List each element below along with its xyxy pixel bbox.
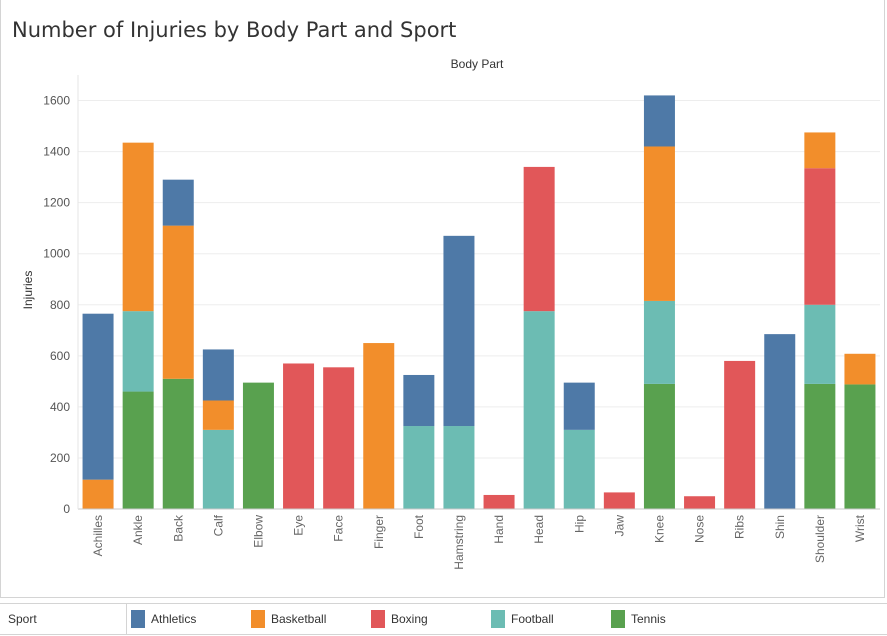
x-tick-label: Jaw: [612, 515, 626, 537]
chart-frame: [0, 0, 885, 598]
legend-label: Basketball: [271, 612, 327, 626]
bar-segment-boxing-eye[interactable]: [283, 363, 315, 509]
y-tick-label: 1400: [43, 145, 70, 159]
bar-segment-basketball-achilles[interactable]: [82, 479, 114, 509]
bar-segment-boxing-nose[interactable]: [684, 496, 716, 509]
x-axis: Achilles Ankle Back Calf Elbow Eye Face Finger F…: [91, 514, 867, 570]
legend: Sport Athletics Basketball Boxing Football T…: [0, 603, 887, 635]
x-tick-label: Wrist: [853, 514, 867, 542]
bar-segment-football-calf[interactable]: [202, 429, 234, 509]
bar-segment-athletics-shin[interactable]: [764, 334, 796, 509]
bar-segment-basketball-wrist[interactable]: [844, 353, 876, 385]
legend-item-football[interactable]: Football: [491, 610, 554, 628]
bar-segment-boxing-shoulder[interactable]: [804, 168, 836, 305]
column-header: Body Part: [451, 57, 504, 71]
y-tick-label: 600: [50, 349, 70, 363]
bar-segment-boxing-ribs[interactable]: [724, 360, 756, 509]
bar-segment-basketball-shoulder[interactable]: [804, 132, 836, 169]
bar-segment-athletics-knee[interactable]: [643, 95, 675, 147]
gridlines: [78, 100, 880, 459]
legend-label: Boxing: [391, 612, 428, 626]
legend-title: Sport: [8, 612, 37, 626]
y-tick-label: 1600: [43, 94, 70, 108]
bar-segment-basketball-calf[interactable]: [202, 400, 234, 430]
legend-divider: [126, 604, 127, 634]
bar-segment-boxing-head[interactable]: [523, 166, 555, 312]
legend-item-basketball[interactable]: Basketball: [251, 610, 326, 628]
legend-swatch: [131, 610, 145, 628]
legend-swatch: [371, 610, 385, 628]
legend-item-athletics[interactable]: Athletics: [131, 610, 196, 628]
x-tick-label: Foot: [412, 514, 426, 539]
x-tick-label: Back: [171, 514, 185, 542]
y-tick-label: 1200: [43, 196, 70, 210]
y-axis: 0 200 400 600 800 1000 1200 1400 1600: [43, 94, 70, 516]
legend-swatch: [251, 610, 265, 628]
x-tick-label: Shoulder: [813, 515, 827, 563]
bar-segment-football-foot[interactable]: [403, 426, 435, 509]
x-tick-label: Hamstring: [452, 515, 466, 570]
x-tick-label: Eye: [292, 515, 306, 536]
bar-segment-athletics-foot[interactable]: [403, 374, 435, 427]
bar-segment-tennis-shoulder[interactable]: [804, 383, 836, 509]
bar-segment-athletics-calf[interactable]: [202, 349, 234, 401]
x-tick-label: Nose: [693, 515, 707, 543]
x-tick-label: Calf: [211, 514, 225, 536]
bar-segment-athletics-hamstring[interactable]: [443, 235, 475, 427]
x-tick-label: Knee: [652, 515, 666, 543]
bars: [82, 95, 876, 509]
bar-segment-football-head[interactable]: [523, 311, 555, 509]
bar-segment-tennis-wrist[interactable]: [844, 384, 876, 509]
bar-segment-basketball-back[interactable]: [162, 225, 194, 379]
legend-swatch: [491, 610, 505, 628]
bar-segment-football-hamstring[interactable]: [443, 426, 475, 509]
x-tick-label: Shin: [773, 515, 787, 539]
x-tick-label: Hip: [572, 515, 586, 533]
bar-segment-tennis-elbow[interactable]: [242, 382, 274, 509]
bar-segment-boxing-jaw[interactable]: [603, 492, 635, 509]
x-tick-label: Finger: [372, 515, 386, 549]
y-axis-label: Injuries: [21, 271, 35, 310]
bar-segment-football-shoulder[interactable]: [804, 304, 836, 384]
bar-segment-tennis-knee[interactable]: [643, 383, 675, 509]
bar-segment-tennis-ankle[interactable]: [122, 391, 154, 509]
bar-segment-basketball-ankle[interactable]: [122, 142, 154, 312]
legend-label: Athletics: [151, 612, 197, 626]
bar-segment-boxing-hand[interactable]: [483, 494, 515, 509]
chart-title: Number of Injuries by Body Part and Spor…: [12, 18, 457, 42]
x-tick-label: Head: [532, 515, 546, 544]
bar-segment-basketball-finger[interactable]: [363, 343, 395, 509]
legend-item-tennis[interactable]: Tennis: [611, 610, 666, 628]
x-tick-label: Hand: [492, 515, 506, 544]
legend-swatch: [611, 610, 625, 628]
bar-segment-athletics-hip[interactable]: [563, 382, 595, 430]
x-tick-label: Achilles: [91, 515, 105, 556]
legend-label: Football: [511, 612, 554, 626]
bar-segment-boxing-face[interactable]: [323, 367, 355, 509]
bar-segment-athletics-achilles[interactable]: [82, 313, 114, 480]
y-tick-label: 200: [50, 451, 70, 465]
bar-segment-football-knee[interactable]: [643, 300, 675, 384]
bar-segment-athletics-back[interactable]: [162, 179, 194, 226]
y-tick-label: 800: [50, 298, 70, 312]
bar-segment-football-hip[interactable]: [563, 429, 595, 509]
legend-item-boxing[interactable]: Boxing: [371, 610, 428, 628]
y-tick-label: 0: [63, 502, 70, 516]
bar-segment-football-ankle[interactable]: [122, 311, 154, 392]
legend-label: Tennis: [631, 612, 666, 626]
bar-segment-basketball-knee[interactable]: [643, 146, 675, 301]
x-tick-label: Face: [332, 515, 346, 542]
x-tick-label: Ribs: [733, 515, 747, 539]
bar-segment-tennis-back[interactable]: [162, 378, 194, 509]
x-tick-label: Elbow: [251, 515, 265, 548]
bar-chart: Body Part Injuries 0 200 400 600 800 1000 1200…: [21, 57, 880, 570]
y-tick-label: 1000: [43, 247, 70, 261]
x-tick-label: Ankle: [131, 515, 145, 545]
y-tick-label: 400: [50, 400, 70, 414]
